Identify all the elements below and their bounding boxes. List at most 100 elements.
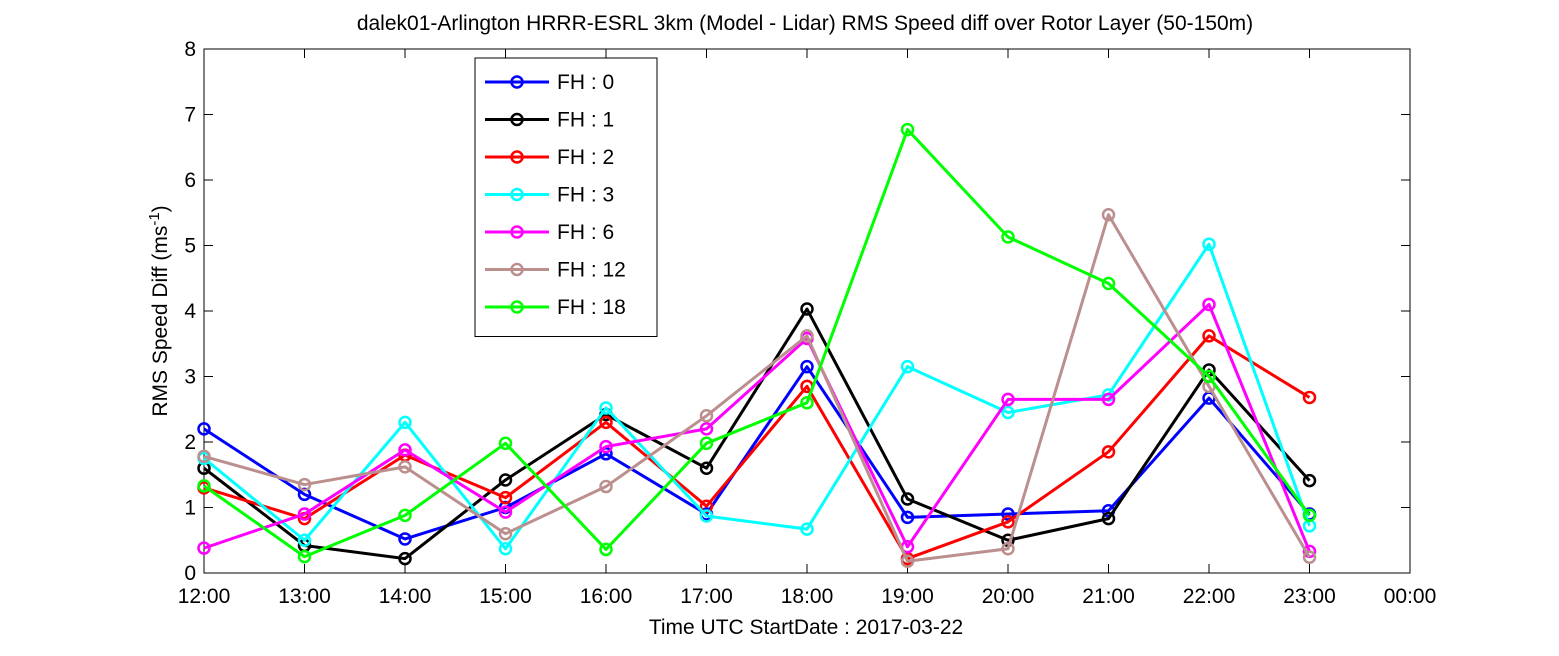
data-point (1202, 297, 1216, 312)
data-point (900, 492, 915, 506)
legend-item: FH : 3 (485, 184, 614, 207)
data-point (1101, 207, 1116, 222)
series-line (203, 307, 1311, 561)
data-point (599, 401, 613, 415)
series-6 (197, 122, 1317, 564)
series-line (203, 242, 1311, 551)
legend-item: FH : 12 (485, 259, 626, 282)
y-tick-label: 5 (184, 235, 196, 258)
x-tick-label: 20:00 (982, 585, 1035, 608)
series-1 (197, 302, 1317, 566)
y-tick-label: 2 (184, 431, 196, 454)
data-point (297, 477, 312, 492)
data-point (398, 415, 412, 430)
data-point (498, 490, 513, 505)
y-tick-label: 0 (184, 562, 196, 585)
data-point (699, 409, 714, 423)
y-axis-label-main: RMS Speed Diff (ms (149, 226, 172, 417)
legend-item: FH : 18 (485, 296, 626, 319)
data-point (1001, 542, 1015, 556)
x-axis-label: Time UTC StartDate : 2017-03-22 (649, 616, 963, 639)
legend: FH : 0 FH : 1 FH : 2 FH : 3 FH : 6 FH : 12 FH … (474, 57, 658, 337)
data-point (1202, 369, 1216, 384)
legend-marker (510, 262, 524, 277)
legend-marker (510, 225, 524, 239)
series-line (203, 302, 1311, 552)
legend-item: FH : 0 (485, 71, 614, 94)
legend-marker (510, 187, 524, 202)
y-tick-label: 1 (184, 497, 196, 520)
series-line (203, 334, 1311, 561)
data-point (498, 473, 513, 487)
legend-item: FH : 1 (485, 109, 614, 132)
data-point (800, 302, 814, 316)
data-point (197, 422, 211, 436)
legend-label: FH : 18 (557, 296, 626, 319)
series-3 (197, 237, 1317, 556)
series-2 (197, 329, 1317, 566)
series-line (203, 213, 1311, 563)
y-axis-label-close: ) (149, 205, 172, 212)
data-point (900, 510, 915, 525)
plot-axes: 12:00 13:00 14:00 15:00 16:00 17:00 18:00 19:00… (178, 38, 1437, 608)
data-point (900, 554, 915, 568)
legend-marker (510, 150, 524, 164)
data-point (1101, 511, 1116, 526)
data-point (699, 461, 714, 475)
x-tick-label: 00:00 (1384, 585, 1437, 608)
legend-marker (510, 75, 524, 89)
legend-box (474, 57, 658, 337)
y-tick-label: 3 (184, 366, 196, 389)
data-point (699, 436, 714, 451)
x-tick-label: 14:00 (379, 585, 432, 608)
legend-label: FH : 3 (557, 184, 614, 207)
data-point (398, 532, 412, 546)
data-point (197, 541, 211, 555)
y-tick-label: 4 (184, 300, 196, 323)
data-point (599, 542, 613, 557)
series-line (203, 365, 1311, 541)
legend-label: FH : 1 (557, 109, 614, 132)
data-point (297, 549, 312, 564)
data-point (398, 508, 412, 523)
data-point (800, 359, 814, 374)
data-point (1001, 507, 1015, 521)
data-point (498, 542, 513, 556)
data-point (900, 359, 915, 374)
data-point (398, 460, 412, 474)
data-point (498, 436, 513, 451)
x-tick-label: 16:00 (580, 585, 633, 608)
data-point (800, 522, 814, 536)
x-tick-label: 17:00 (680, 585, 733, 608)
legend-item: FH : 2 (485, 146, 614, 169)
data-point (599, 439, 613, 454)
data-point (297, 507, 312, 521)
x-tick-label: 19:00 (881, 585, 934, 608)
data-point (197, 449, 211, 464)
x-tick-label: 22:00 (1183, 585, 1236, 608)
data-point (297, 533, 312, 547)
data-point (498, 505, 513, 519)
data-point (1101, 276, 1116, 291)
data-point (1302, 390, 1317, 405)
legend-label: FH : 6 (557, 221, 614, 244)
data-point (1001, 515, 1015, 529)
data-point (498, 526, 513, 541)
y-tick-label: 8 (184, 38, 196, 61)
data-point (699, 422, 714, 436)
y-axis-label-superscript: -1 (146, 212, 163, 225)
x-tick-label: 21:00 (1082, 585, 1135, 608)
x-tick-label: 15:00 (479, 585, 532, 608)
legend-label: FH : 0 (557, 71, 614, 94)
data-point (1001, 230, 1015, 244)
data-point (800, 329, 814, 343)
legend-item: FH : 6 (485, 221, 614, 244)
data-point (1101, 392, 1116, 407)
series-line (203, 128, 1311, 559)
data-point (1101, 445, 1116, 459)
data-point (1302, 550, 1317, 565)
x-tick-label: 12:00 (178, 585, 231, 608)
y-tick-label: 6 (184, 169, 196, 192)
x-tick-label: 23:00 (1283, 585, 1336, 608)
